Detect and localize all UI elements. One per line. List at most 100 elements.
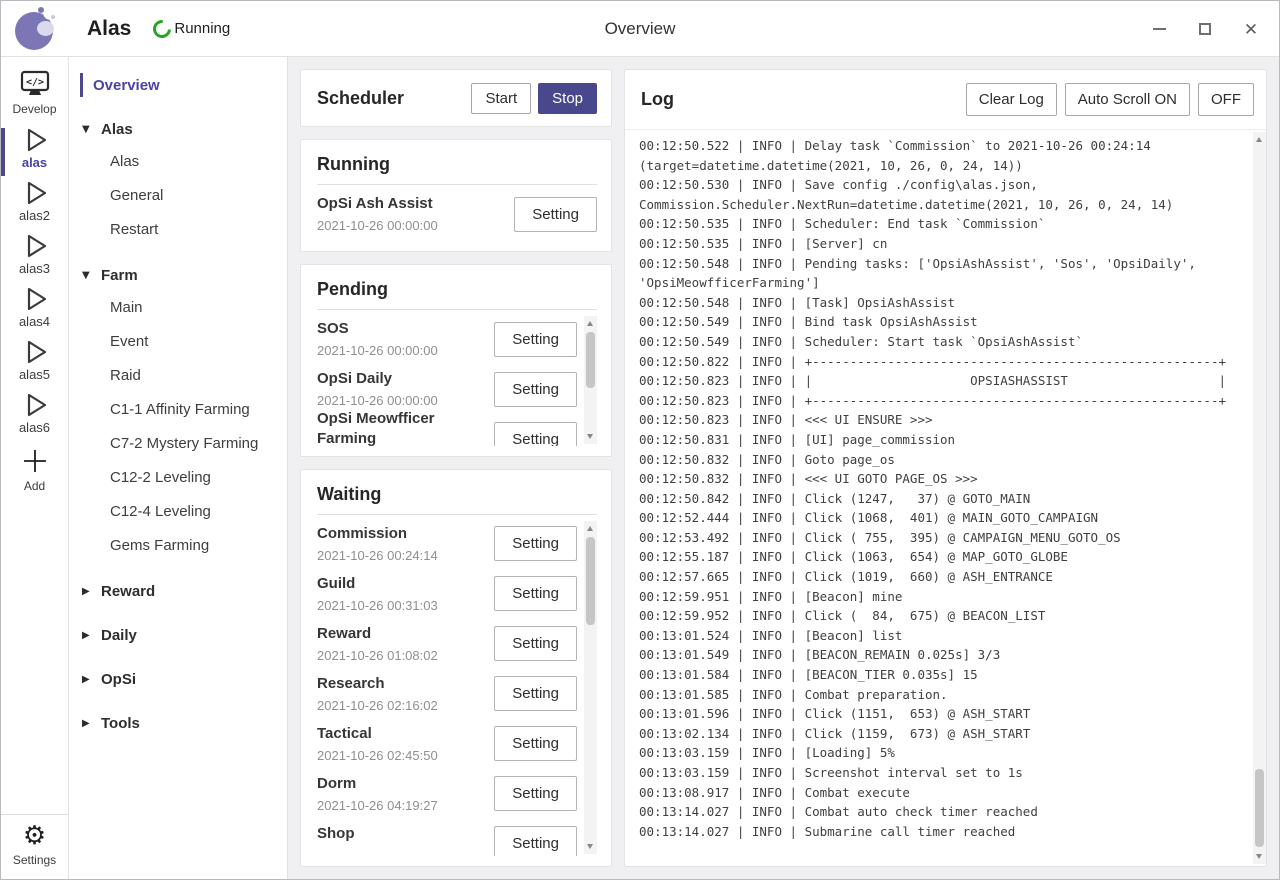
log-line: 00:12:50.832 | INFO | Goto page_os bbox=[639, 451, 895, 467]
sidebar-item-overview[interactable]: Overview bbox=[69, 69, 287, 101]
setting-button[interactable]: Setting bbox=[494, 726, 577, 762]
task-row: Reward 2021-10-26 01:08:02 Setting bbox=[317, 619, 577, 669]
close-button[interactable]: ✕ bbox=[1243, 19, 1259, 39]
scrollbar[interactable] bbox=[584, 316, 597, 444]
task-name: Tactical bbox=[317, 724, 372, 742]
section-label: Tools bbox=[101, 714, 140, 732]
setting-button[interactable]: Setting bbox=[494, 371, 577, 407]
rail-instance-button[interactable]: alas5 bbox=[1, 334, 68, 387]
setting-button[interactable]: Setting bbox=[494, 626, 577, 662]
sidebar-item[interactable]: Event bbox=[110, 333, 149, 350]
log-line: 00:13:02.134 | INFO | Click (1159, 673) … bbox=[639, 725, 1031, 741]
sidebar-item[interactable]: C1-1 Affinity Farming bbox=[110, 401, 250, 418]
rail-instance-button[interactable]: alas6 bbox=[1, 387, 68, 440]
log-line: 00:12:50.842 | INFO | Click (1247, 37) @… bbox=[639, 490, 1031, 506]
log-title: Log bbox=[641, 89, 674, 109]
section-label: OpSi bbox=[101, 670, 137, 688]
clear-log-button[interactable]: Clear Log bbox=[965, 83, 1057, 116]
sidebar-section-header[interactable]: ▶ Daily bbox=[69, 619, 287, 651]
task-info: Research 2021-10-26 02:16:02 bbox=[317, 674, 494, 714]
log-line: 00:13:01.584 | INFO | [BEACON_TIER 0.035… bbox=[639, 667, 978, 683]
rail-instance-button[interactable]: alas2 bbox=[1, 175, 68, 228]
sidebar-item[interactable]: Restart bbox=[110, 221, 159, 238]
scroll-up-icon[interactable] bbox=[587, 525, 593, 531]
sidebar-item[interactable]: Raid bbox=[110, 367, 141, 384]
setting-button[interactable]: Setting bbox=[494, 421, 577, 446]
task-name: Reward bbox=[317, 624, 372, 642]
sidebar-item[interactable]: Gems Farming bbox=[110, 537, 210, 554]
play-icon bbox=[21, 179, 49, 207]
sidebar-section-header[interactable]: ▼ Farm bbox=[69, 259, 287, 291]
log-line: 00:12:50.823 | INFO | | OPSIASHASSIST | bbox=[639, 373, 1226, 389]
maximize-button[interactable] bbox=[1197, 21, 1213, 37]
task-next-run: 2021-10-26 01:08:02 bbox=[317, 647, 438, 663]
rail-item-label: alas6 bbox=[18, 420, 51, 435]
setting-button[interactable]: Setting bbox=[494, 776, 577, 812]
log-line: 00:12:50.535 | INFO | Scheduler: End tas… bbox=[639, 216, 1046, 232]
sidebar-section-header[interactable]: ▶ Reward bbox=[69, 575, 287, 607]
rail-instance-button[interactable]: alas4 bbox=[1, 281, 68, 334]
log-line: 00:12:50.822 | INFO | +-----------------… bbox=[639, 353, 1226, 369]
log-line: 00:13:08.917 | INFO | Combat execute bbox=[639, 784, 910, 800]
rail-item-develop[interactable]: </> Develop bbox=[1, 63, 68, 122]
setting-button[interactable]: Setting bbox=[494, 826, 577, 856]
scroll-down-icon[interactable] bbox=[587, 844, 593, 849]
log-line: 00:12:53.492 | INFO | Click ( 755, 395) … bbox=[639, 529, 1121, 545]
task-name: OpSi Daily bbox=[317, 370, 393, 388]
scroll-thumb[interactable] bbox=[1255, 769, 1264, 847]
task-next-run bbox=[317, 847, 494, 856]
log-line: 00:12:50.832 | INFO | <<< UI GOTO PAGE_O… bbox=[639, 471, 978, 487]
rail-instance-button[interactable]: alas3 bbox=[1, 228, 68, 281]
rail-item-label: Develop bbox=[12, 102, 57, 116]
stop-button[interactable]: Stop bbox=[538, 82, 597, 114]
sidebar-item[interactable]: Alas bbox=[110, 153, 140, 170]
setting-button[interactable]: Setting bbox=[494, 676, 577, 712]
close-icon: ✕ bbox=[1243, 19, 1259, 39]
setting-button[interactable]: Setting bbox=[514, 196, 597, 232]
scroll-up-icon[interactable] bbox=[587, 321, 593, 327]
running-spinner-icon bbox=[149, 15, 176, 42]
log-card: Log Clear Log Auto Scroll ON OFF 00:12:5… bbox=[624, 69, 1267, 867]
sidebar-item[interactable]: C12-4 Leveling bbox=[110, 503, 211, 520]
scroll-thumb[interactable] bbox=[586, 332, 595, 389]
minimize-button[interactable] bbox=[1151, 21, 1167, 37]
sidebar-item[interactable]: C12-2 Leveling bbox=[110, 469, 211, 486]
start-button[interactable]: Start bbox=[471, 82, 532, 114]
scroll-up-icon[interactable] bbox=[1256, 137, 1262, 142]
scheduler-status: Running bbox=[149, 15, 230, 42]
auto-scroll-off-button[interactable]: OFF bbox=[1198, 83, 1254, 116]
scroll-thumb[interactable] bbox=[586, 536, 595, 625]
sidebar-sections: ▼ Alas Alas General Restart bbox=[69, 113, 287, 739]
sidebar-item[interactable]: C7-2 Mystery Farming bbox=[110, 435, 259, 452]
play-icon bbox=[21, 338, 49, 366]
task-next-run: 2021-10-26 00:00:00 bbox=[317, 343, 438, 359]
play-icon bbox=[21, 232, 49, 260]
task-row: OpSi Ash Assist 2021-10-26 00:00:00 Sett… bbox=[317, 189, 597, 239]
scroll-down-icon[interactable] bbox=[1256, 854, 1262, 859]
sidebar-section-header[interactable]: ▶ Tools bbox=[69, 707, 287, 739]
log-line: 00:12:52.444 | INFO | Click (1068, 401) … bbox=[639, 510, 1099, 526]
setting-button[interactable]: Setting bbox=[494, 576, 577, 612]
task-next-run: 2021-10-26 00:24:14 bbox=[317, 547, 438, 563]
scroll-down-icon[interactable] bbox=[587, 433, 593, 439]
section-children: Main Event Raid C1-1 Affinity Farming C7… bbox=[69, 291, 287, 563]
scrollbar[interactable] bbox=[584, 520, 597, 854]
task-info: OpSi Meowfficer Farming bbox=[317, 409, 494, 445]
sidebar-item[interactable]: General bbox=[110, 187, 164, 204]
rail-item-settings[interactable]: ⚙ Settings bbox=[1, 814, 68, 873]
sidebar-section-header[interactable]: ▶ OpSi bbox=[69, 663, 287, 695]
sidebar-item[interactable]: Main bbox=[110, 299, 143, 316]
task-row: OpSi Meowfficer Farming Setting bbox=[317, 410, 577, 446]
waiting-title: Waiting bbox=[317, 484, 597, 515]
rail-instance-button[interactable]: alas bbox=[1, 122, 68, 176]
sidebar-section-header[interactable]: ▼ Alas bbox=[69, 113, 287, 145]
setting-button[interactable]: Setting bbox=[494, 321, 577, 357]
task-row: Research 2021-10-26 02:16:02 Setting bbox=[317, 669, 577, 719]
setting-button[interactable]: Setting bbox=[494, 526, 577, 562]
log-line: 00:12:50.548 | INFO | [Task] OpsiAshAssi… bbox=[639, 294, 956, 310]
rail-item-add[interactable]: Add bbox=[1, 440, 68, 499]
log-scrollbar[interactable] bbox=[1253, 132, 1266, 864]
auto-scroll-on-button[interactable]: Auto Scroll ON bbox=[1064, 83, 1190, 116]
log-output: 00:12:50.522 | INFO | Delay task `Commis… bbox=[639, 136, 1248, 841]
